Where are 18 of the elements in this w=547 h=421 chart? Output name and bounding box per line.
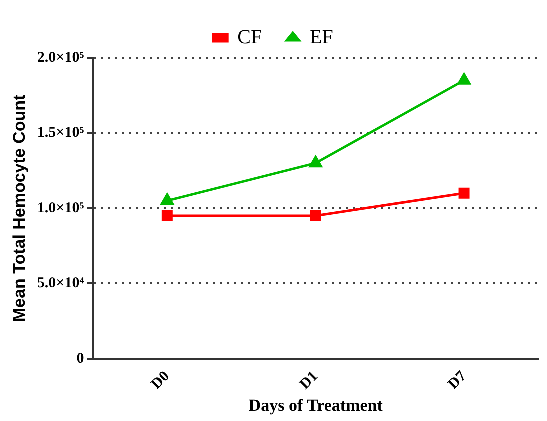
x-tick-label: D7: [446, 368, 470, 393]
point: [162, 210, 173, 222]
point: [458, 188, 470, 199]
y-tick-label: 1.0×10⁵: [37, 200, 85, 216]
y-tick-label: 0: [76, 350, 84, 367]
y-tick-label: 1.5×10⁵: [37, 125, 85, 142]
legend-label: EF: [310, 26, 334, 48]
point: [160, 194, 174, 206]
y-tick-label: 2.0×10⁵: [37, 50, 85, 66]
point: [458, 73, 471, 85]
x-axis-title: Days of Treatment: [248, 396, 384, 416]
y-tick-label: 5.0×10⁴: [37, 276, 85, 292]
x-tick-label: D1: [297, 368, 322, 393]
point: [309, 156, 322, 168]
x-tick-label: D0: [148, 368, 173, 393]
y-axis-title: Mean Total Hemocyte Count: [10, 94, 29, 322]
legend-label: CF: [238, 26, 262, 48]
point: [310, 210, 322, 222]
